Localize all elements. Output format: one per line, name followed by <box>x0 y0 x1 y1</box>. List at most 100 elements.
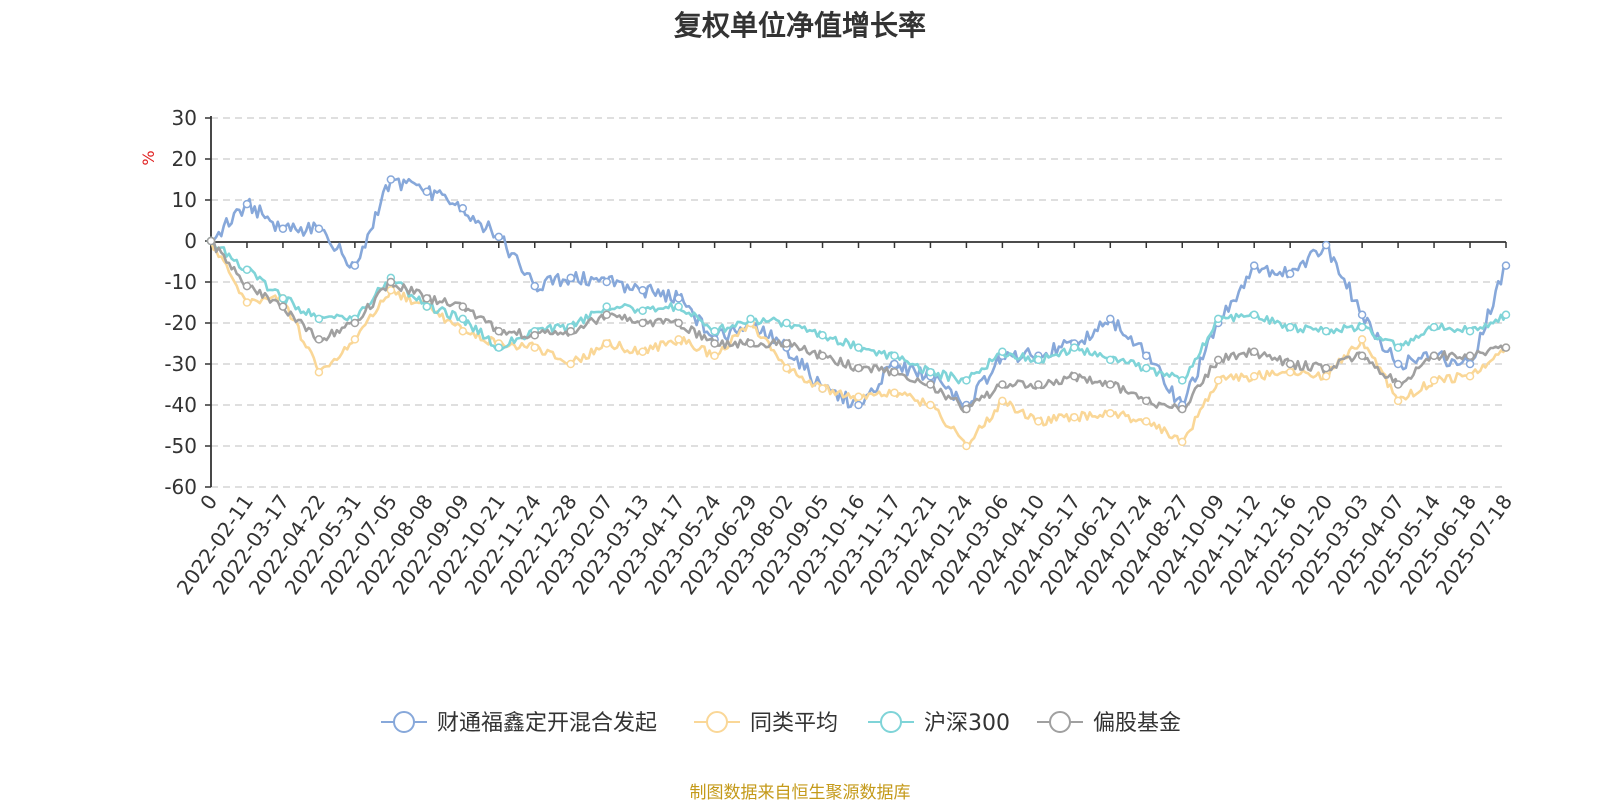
data-point <box>278 302 288 311</box>
data-point <box>1501 261 1511 270</box>
series-line <box>210 239 1508 385</box>
data-point <box>1429 376 1439 385</box>
y-tick-label: -60 <box>164 475 197 499</box>
data-point <box>926 380 935 389</box>
data-point <box>1465 372 1475 381</box>
data-point <box>638 285 647 295</box>
data-point <box>1070 413 1079 422</box>
data-point <box>1106 314 1115 324</box>
data-point <box>1393 396 1403 406</box>
data-point <box>1142 417 1151 426</box>
data-point <box>1501 343 1511 352</box>
data-point <box>242 199 252 209</box>
data-point <box>782 318 791 328</box>
data-point <box>926 367 935 377</box>
y-axis-unit-label: % <box>139 150 158 165</box>
data-point <box>458 314 468 324</box>
data-point <box>278 224 288 233</box>
legend-label: 财通福鑫定开混合发起 <box>437 711 657 736</box>
data-point <box>1321 240 1331 250</box>
axis-labels: 3020100-10-20-30-40-50-60%02022-02-11202… <box>139 106 1517 599</box>
data-point <box>674 302 683 311</box>
y-tick-label: 10 <box>172 188 197 212</box>
data-point <box>1465 351 1475 361</box>
data-point <box>566 273 575 283</box>
data-point <box>674 318 683 328</box>
data-point <box>890 351 899 361</box>
y-tick-label: 30 <box>172 106 197 130</box>
data-point <box>674 294 683 303</box>
legend: 财通福鑫定开混合发起 同类平均 沪深300 偏股基金 <box>381 711 1181 736</box>
axes <box>205 116 1507 488</box>
data-point <box>1178 404 1187 414</box>
data-point <box>314 314 324 324</box>
data-point <box>710 351 719 361</box>
data-point <box>1285 359 1295 369</box>
data-point <box>242 298 252 307</box>
data-point <box>1249 347 1259 356</box>
chart-title: 复权单位净值增长率 <box>673 9 926 42</box>
data-point <box>1178 437 1187 447</box>
data-point <box>1429 322 1439 332</box>
legend-label: 沪深300 <box>924 711 1010 736</box>
data-point <box>530 343 539 352</box>
data-point <box>1249 310 1259 320</box>
data-point <box>458 302 468 311</box>
data-point <box>854 400 863 410</box>
data-point <box>494 343 504 352</box>
data-point <box>890 359 899 369</box>
data-point <box>602 302 611 311</box>
y-tick-label: -50 <box>164 434 197 458</box>
data-point <box>350 318 360 328</box>
data-point <box>1321 326 1331 336</box>
data-point <box>962 441 971 451</box>
data-point <box>1070 372 1079 381</box>
data-point <box>1285 367 1295 377</box>
y-tick-label: 0 <box>184 229 197 253</box>
legend-label: 同类平均 <box>750 711 838 736</box>
data-point <box>530 331 539 340</box>
data-point <box>1429 351 1439 361</box>
data-point <box>350 261 360 270</box>
data-point <box>998 380 1007 389</box>
data-point <box>926 400 935 410</box>
data-point <box>386 285 396 295</box>
legend-marker <box>1049 711 1071 733</box>
data-point <box>1142 363 1151 373</box>
data-point <box>998 396 1007 406</box>
series-line <box>210 238 1507 414</box>
data-point <box>818 384 827 393</box>
data-point <box>1393 359 1403 369</box>
legend-marker <box>880 711 902 733</box>
series-lines <box>206 175 1511 451</box>
data-point <box>1213 376 1223 385</box>
data-point <box>710 339 719 348</box>
data-point <box>1285 322 1295 332</box>
data-point <box>1249 372 1259 381</box>
data-point <box>422 302 432 311</box>
data-point <box>1357 322 1367 332</box>
data-point <box>890 367 899 377</box>
data-point <box>278 294 288 303</box>
data-point <box>458 326 468 336</box>
data-point <box>1213 355 1223 365</box>
data-point <box>1249 261 1259 270</box>
data-point <box>962 376 971 385</box>
data-point <box>998 347 1007 356</box>
data-point <box>962 404 971 414</box>
y-tick-label: -30 <box>164 352 197 376</box>
data-point <box>602 310 611 320</box>
data-point <box>314 335 324 344</box>
data-point <box>1465 326 1475 336</box>
y-tick-label: -20 <box>164 311 197 335</box>
data-point <box>1321 363 1331 373</box>
data-point <box>1465 359 1475 369</box>
data-point <box>602 339 611 348</box>
data-point <box>206 236 216 246</box>
data-point <box>782 363 791 373</box>
legend-marker <box>706 711 728 733</box>
data-point <box>1142 351 1151 361</box>
data-point <box>314 367 324 377</box>
data-point <box>494 232 504 242</box>
